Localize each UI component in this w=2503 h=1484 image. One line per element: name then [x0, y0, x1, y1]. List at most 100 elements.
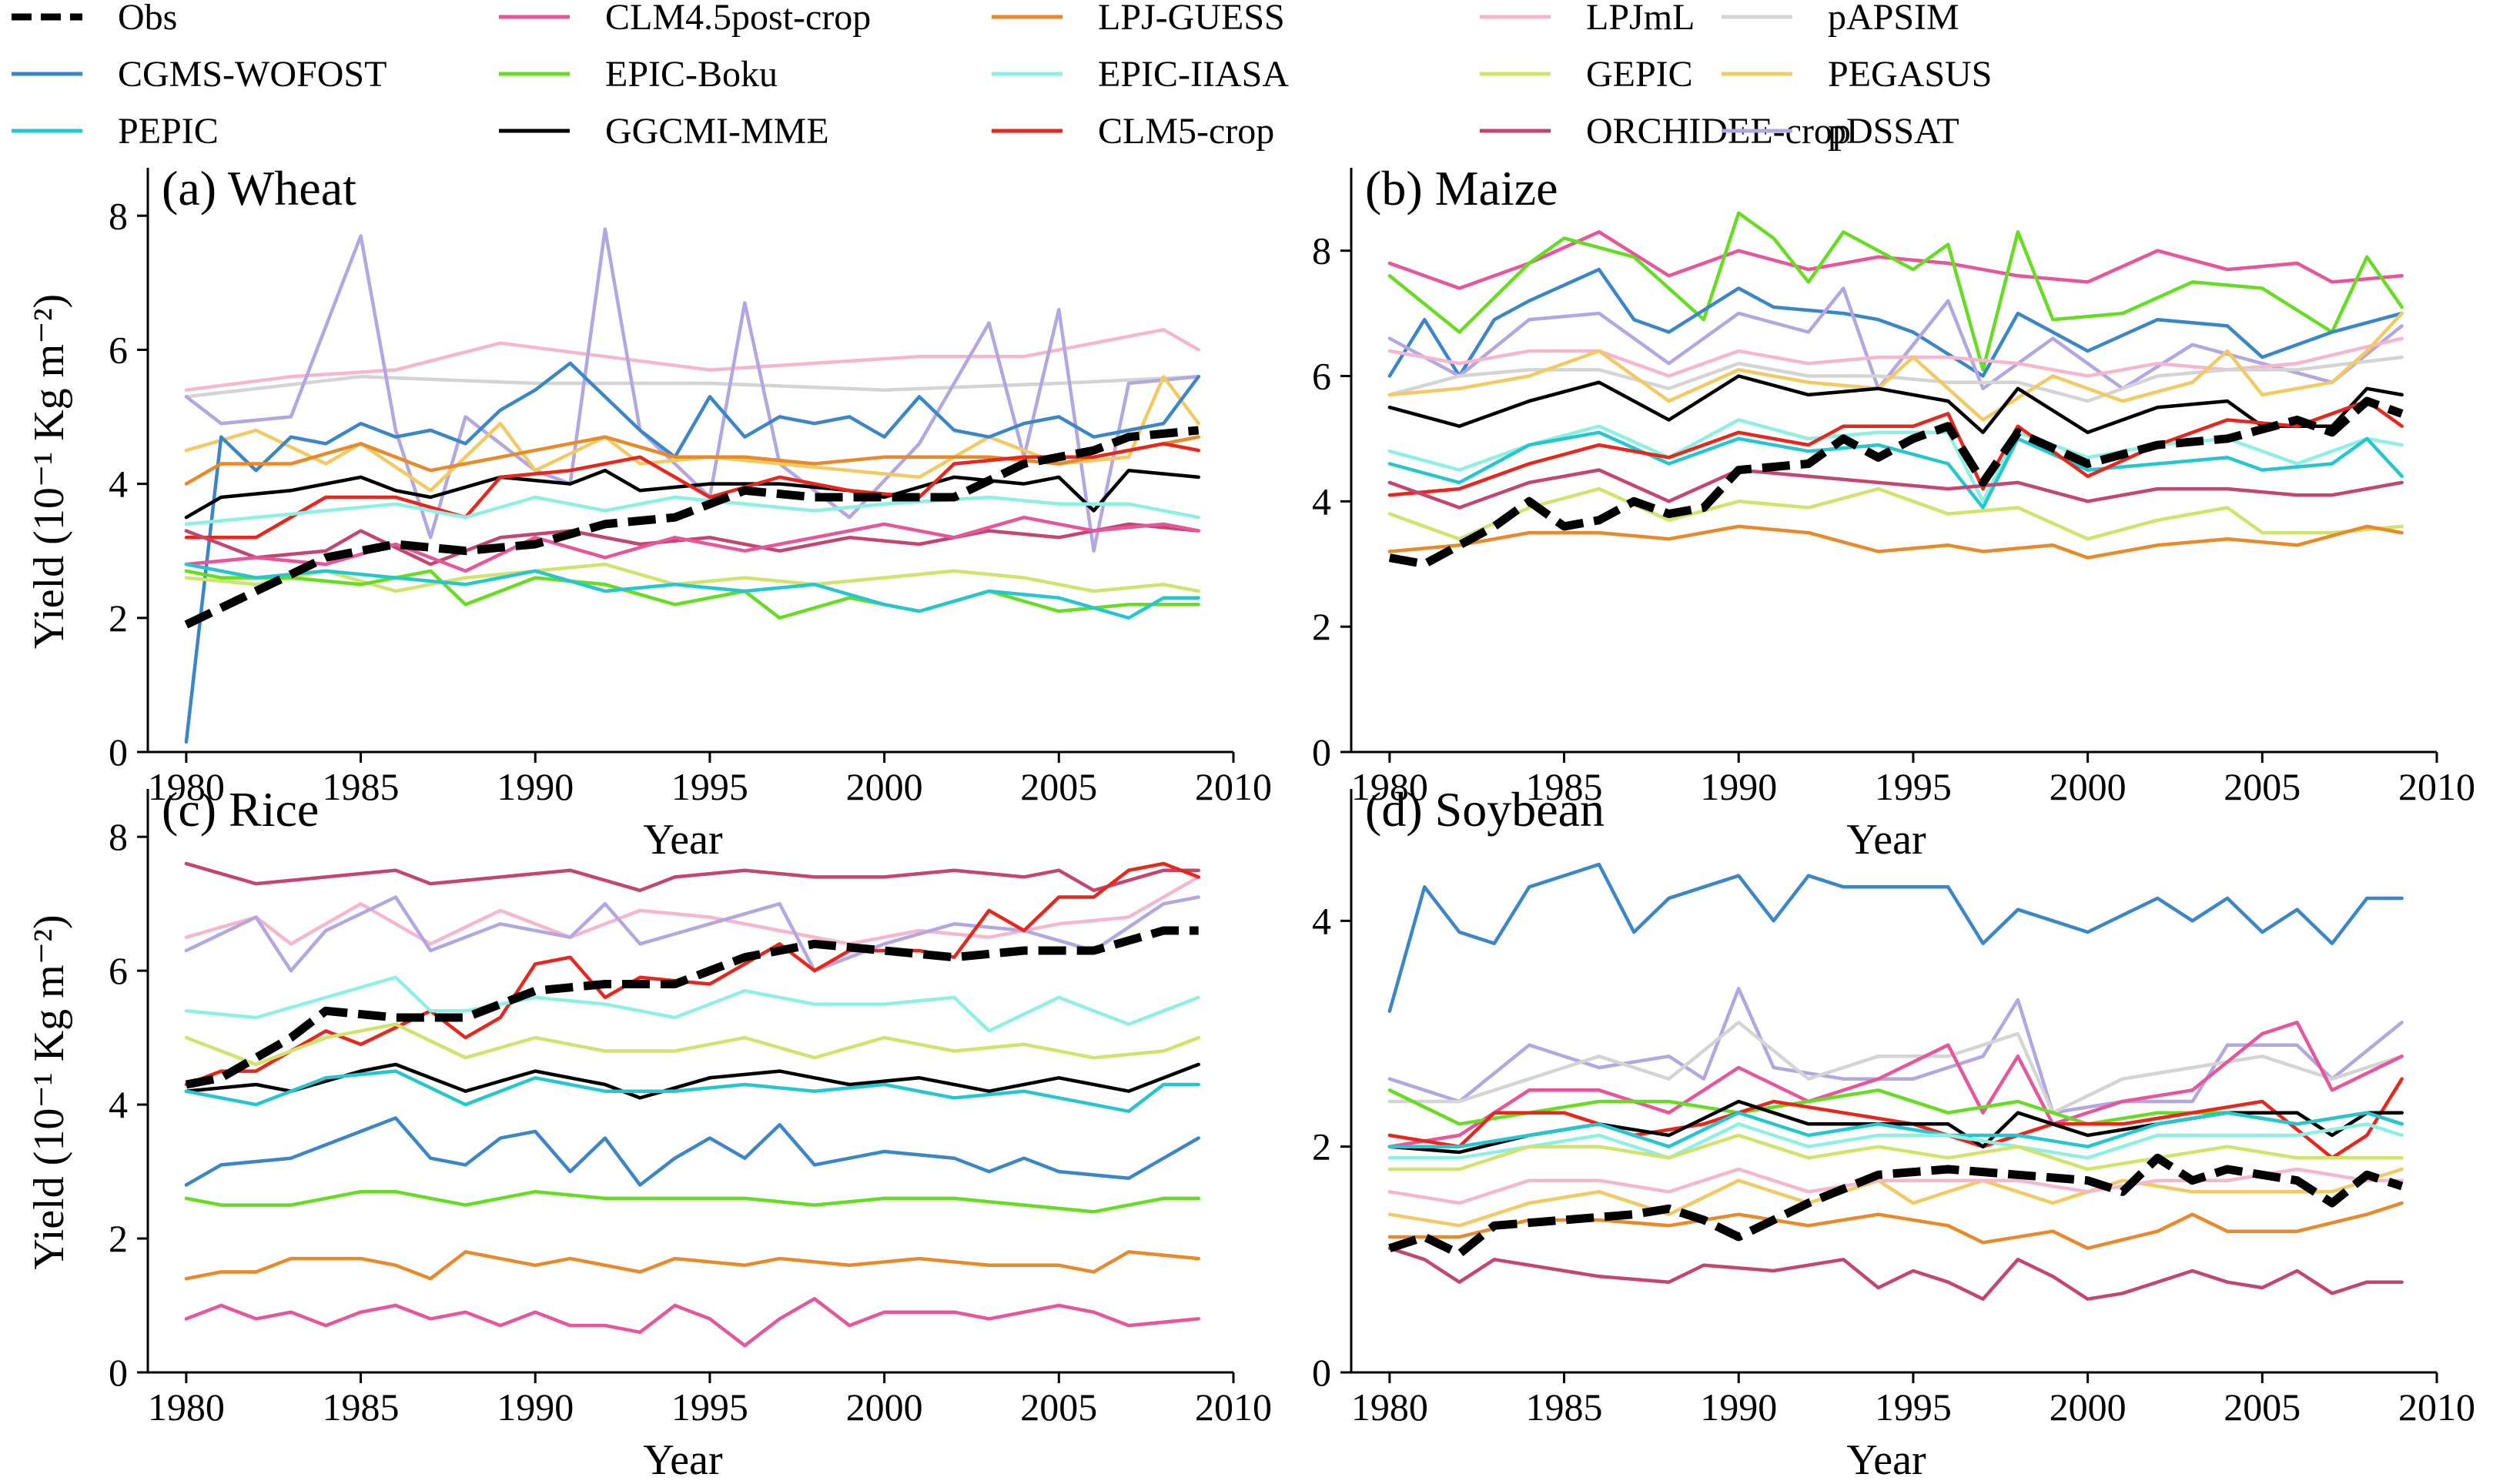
legend-item-pegasus: PEGASUS [1722, 54, 1992, 95]
x-tick-label: 2010 [1195, 765, 1272, 808]
legend-item-ggcmi-mme: GGCMI-MME [499, 111, 829, 152]
legend-item-obs: Obs [12, 0, 177, 38]
legend-item-papsim: pAPSIM [1722, 0, 1959, 38]
x-tick-label: 2005 [1020, 1385, 1097, 1429]
x-tick-label: 1980 [148, 1385, 225, 1429]
legend-item-pdssat: pDSSAT [1722, 111, 1959, 152]
series-line-clm4-5post-crop [184, 515, 1200, 573]
x-tick-label: 1990 [1700, 765, 1777, 808]
series-line-gepic [1387, 486, 2404, 541]
legend-item-gepic: GEPIC [1480, 54, 1693, 95]
legend-label: PEPIC [118, 111, 219, 152]
y-tick-label: 8 [1312, 229, 1331, 272]
x-tick-label: 1995 [1875, 1385, 1952, 1429]
series-line-orchidee-crop [184, 861, 1200, 893]
legend-item-clm4-5post-crop: CLM4.5post-crop [499, 0, 871, 38]
legend-item-clm5-crop: CLM5-crop [992, 111, 1274, 152]
legend-label: GEPIC [1586, 54, 1693, 95]
x-axis-label: Year [1846, 816, 1926, 864]
x-axis-label: Year [643, 1436, 723, 1484]
legend-label: CGMS-WOFOST [118, 54, 386, 95]
x-tick-label: 1980 [148, 765, 225, 808]
series-line-pegasus [1387, 311, 2404, 422]
y-tick-label: 4 [1312, 899, 1331, 942]
legend-label: Obs [118, 0, 177, 38]
series-line-obs [1388, 1153, 2404, 1258]
x-tick-label: 2010 [2398, 1385, 2475, 1429]
series-line-epic-iiasa [184, 495, 1200, 526]
y-axis-label: Yield (10⁻¹ Kg m⁻²) [25, 914, 73, 1269]
series-line-epic-boku [1387, 211, 2404, 372]
series-line-lpj-guess [184, 435, 1200, 486]
series-line-lpj-guess [184, 1250, 1200, 1281]
series-line-papsim [184, 375, 1200, 399]
series-line-pepic [184, 562, 1200, 620]
series-line-epic-boku [184, 1189, 1200, 1214]
legend-label: CLM5-crop [1098, 111, 1274, 152]
y-tick-label: 2 [1312, 1125, 1331, 1168]
panel-title: (c) Rice [162, 782, 319, 837]
legend-label: EPIC-Boku [605, 54, 778, 95]
legend-item-lpj-guess: LPJ-GUESS [992, 0, 1285, 38]
series-group [1387, 862, 2404, 1301]
series-line-obs [1388, 396, 2404, 569]
panel-b-maize: 1980 1985 1990 1995 2000 2005 2010 0 2 4 6 8 (b) Mai… [1312, 161, 2475, 864]
x-tick-label: 1980 [1351, 765, 1428, 808]
series-line-cgms-wofost [184, 361, 1200, 744]
legend-label: EPIC-IIASA [1098, 54, 1289, 95]
y-tick-label: 2 [1312, 605, 1331, 648]
legend-item-epic-boku: EPIC-Boku [499, 54, 778, 95]
x-tick-label: 2000 [2050, 765, 2127, 808]
series-line-gepic [1387, 1133, 2404, 1171]
y-axis-label: Yield (10⁻¹ Kg m⁻²) [25, 294, 73, 649]
series-line-epic-boku [1387, 1088, 2404, 1126]
series-line-orchidee-crop [1387, 468, 2404, 510]
x-tick-label: 2010 [2398, 765, 2475, 808]
legend-label: LPJmL [1586, 0, 1695, 38]
series-line-lpjml [1387, 336, 2404, 378]
x-tick-label: 1985 [1526, 765, 1603, 808]
x-tick-label: 2005 [1020, 765, 1097, 808]
series-line-orchidee-crop [1387, 1246, 2404, 1301]
legend-label: pAPSIM [1828, 0, 1959, 38]
legend-label: ORCHIDEE-crop [1586, 111, 1851, 152]
series-group [184, 861, 1200, 1348]
y-tick-label: 2 [109, 1217, 128, 1260]
series-line-clm4-5post-crop [1387, 1021, 2404, 1148]
x-tick-label: 1985 [1526, 1385, 1603, 1429]
legend-label: GGCMI-MME [605, 111, 829, 152]
series-line-lpj-guess [1387, 524, 2404, 560]
series-group [1387, 211, 2404, 569]
x-tick-label: 2000 [2050, 1385, 2127, 1429]
series-line-cgms-wofost [1387, 862, 2404, 1013]
y-tick-label: 0 [1312, 1351, 1331, 1394]
panel-title: (a) Wheat [162, 161, 356, 216]
x-axis-label: Year [1846, 1436, 1926, 1484]
legend-item-orchidee-crop: ORCHIDEE-crop [1480, 111, 1851, 152]
panel-a-wheat: 1980 1985 1990 1995 2000 2005 2010 0 2 4 6 8 (a) Whe… [25, 161, 1272, 864]
x-tick-label: 1990 [1700, 1385, 1777, 1429]
chart-panels: 1980 1985 1990 1995 2000 2005 2010 0 2 4 6 8 (a) Whe… [25, 161, 2475, 1484]
series-line-epic-iiasa [184, 975, 1200, 1033]
y-tick-label: 8 [109, 815, 128, 858]
series-line-epic-iiasa [1387, 1122, 2404, 1160]
y-tick-label: 6 [109, 328, 128, 371]
x-tick-label: 1985 [323, 765, 400, 808]
series-line-gepic [184, 562, 1200, 593]
legend-label: LPJ-GUESS [1098, 0, 1285, 38]
series-line-orchidee-crop [184, 522, 1200, 567]
panel-title: (b) Maize [1365, 161, 1558, 216]
x-axis-label: Year [643, 816, 723, 864]
legend-label: pDSSAT [1828, 111, 1959, 152]
x-tick-label: 1980 [1351, 1385, 1428, 1429]
legend-item-pepic: PEPIC [12, 111, 219, 152]
series-line-gepic [184, 1022, 1200, 1067]
series-line-clm4-5post-crop [184, 1297, 1200, 1348]
series-line-cgms-wofost [184, 1116, 1200, 1187]
series-line-obs [184, 426, 1200, 629]
y-tick-label: 6 [109, 949, 128, 992]
series-line-ggcmi-mme [1387, 374, 2404, 435]
legend-item-cgms-wofost: CGMS-WOFOST [12, 54, 386, 95]
series-line-obs [185, 926, 1199, 1089]
